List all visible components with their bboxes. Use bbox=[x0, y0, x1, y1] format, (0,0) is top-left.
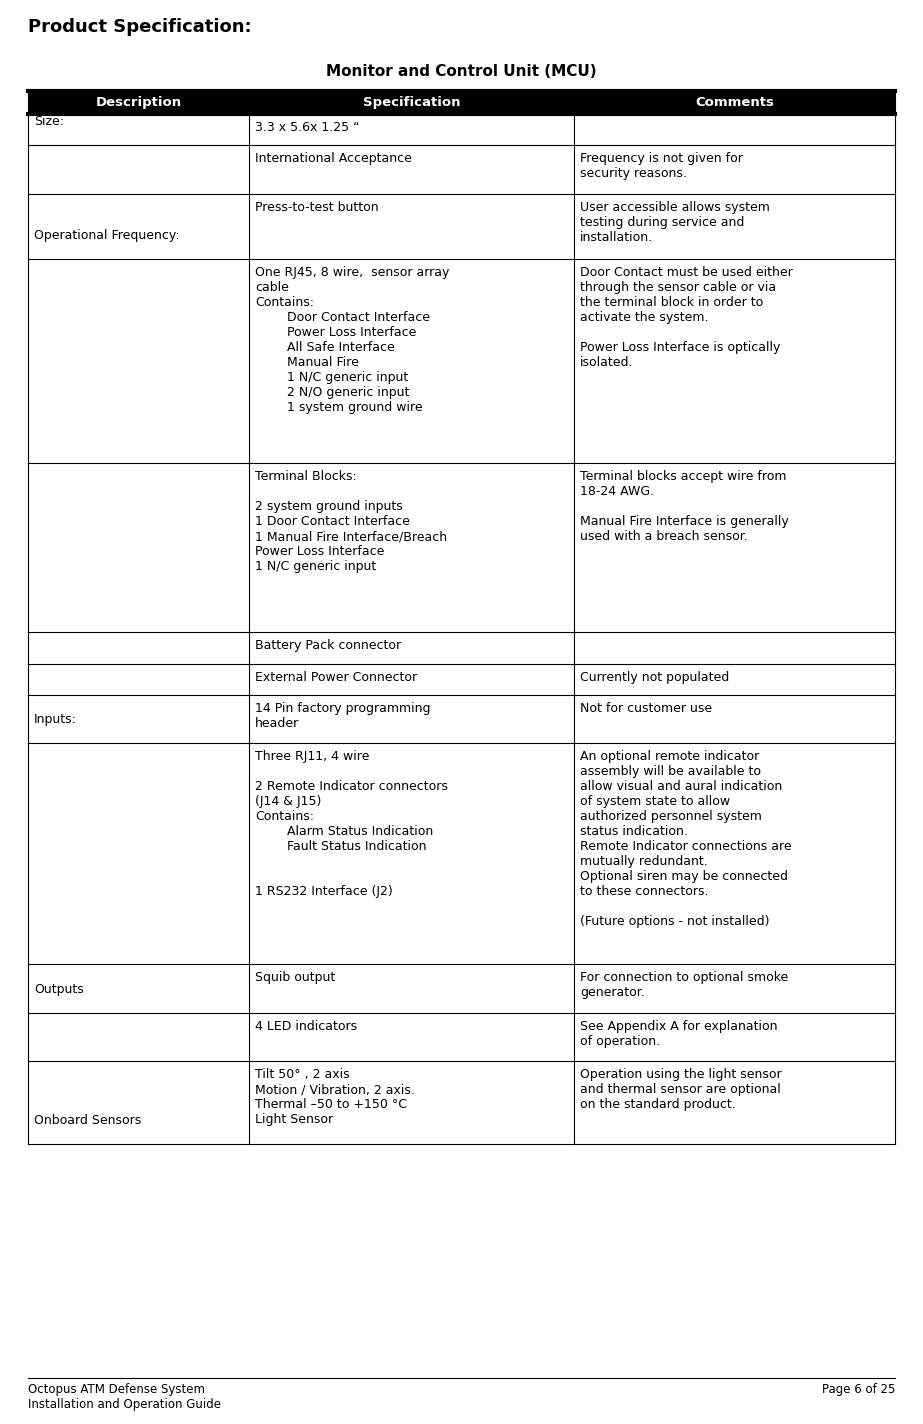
Text: International Acceptance: International Acceptance bbox=[255, 152, 412, 165]
Text: Comments: Comments bbox=[695, 95, 774, 110]
Text: Page 6 of 25: Page 6 of 25 bbox=[821, 1383, 895, 1396]
Text: Squib output: Squib output bbox=[255, 971, 335, 984]
Bar bbox=[28, 91, 895, 114]
Text: Operation using the light sensor
and thermal sensor are optional
on the standard: Operation using the light sensor and the… bbox=[581, 1068, 782, 1111]
Text: See Appendix A for explanation
of operation.: See Appendix A for explanation of operat… bbox=[581, 1020, 778, 1048]
Text: User accessible allows system
testing during service and
installation.: User accessible allows system testing du… bbox=[581, 201, 770, 244]
Text: Specification: Specification bbox=[363, 95, 461, 110]
Text: Door Contact must be used either
through the sensor cable or via
the terminal bl: Door Contact must be used either through… bbox=[581, 266, 793, 369]
Text: Onboard Sensors: Onboard Sensors bbox=[34, 1114, 141, 1126]
Text: Size:: Size: bbox=[34, 115, 64, 128]
Text: Monitor and Control Unit (MCU): Monitor and Control Unit (MCU) bbox=[326, 64, 597, 80]
Text: Product Specification:: Product Specification: bbox=[28, 19, 252, 36]
Text: 4 LED indicators: 4 LED indicators bbox=[255, 1020, 357, 1032]
Text: Frequency is not given for
security reasons.: Frequency is not given for security reas… bbox=[581, 152, 743, 179]
Text: Inputs:: Inputs: bbox=[34, 713, 77, 726]
Text: Outputs: Outputs bbox=[34, 983, 84, 995]
Text: Currently not populated: Currently not populated bbox=[581, 671, 729, 684]
Text: Description: Description bbox=[95, 95, 182, 110]
Text: Operational Frequency:: Operational Frequency: bbox=[34, 229, 180, 242]
Text: Not for customer use: Not for customer use bbox=[581, 702, 713, 715]
Text: Terminal Blocks:

2 system ground inputs
1 Door Contact Interface
1 Manual Fire : Terminal Blocks: 2 system ground inputs … bbox=[255, 470, 448, 604]
Text: 3.3 x 5.6x 1.25 “: 3.3 x 5.6x 1.25 “ bbox=[255, 121, 360, 134]
Text: 14 Pin factory programming
header: 14 Pin factory programming header bbox=[255, 702, 431, 731]
Text: Battery Pack connector: Battery Pack connector bbox=[255, 639, 402, 652]
Text: Octopus ATM Defense System
Installation and Operation Guide: Octopus ATM Defense System Installation … bbox=[28, 1383, 221, 1411]
Text: For connection to optional smoke
generator.: For connection to optional smoke generat… bbox=[581, 971, 788, 1000]
Text: Three RJ11, 4 wire

2 Remote Indicator connectors
(J14 & J15)
Contains:
        : Three RJ11, 4 wire 2 Remote Indicator co… bbox=[255, 750, 448, 899]
Text: External Power Connector: External Power Connector bbox=[255, 671, 417, 684]
Text: Terminal blocks accept wire from
18-24 AWG.

Manual Fire Interface is generally
: Terminal blocks accept wire from 18-24 A… bbox=[581, 470, 789, 588]
Text: Press-to-test button: Press-to-test button bbox=[255, 201, 378, 214]
Text: Tilt 50° , 2 axis
Motion / Vibration, 2 axis.
Thermal –50 to +150 °C
Light Senso: Tilt 50° , 2 axis Motion / Vibration, 2 … bbox=[255, 1068, 415, 1126]
Text: One RJ45, 8 wire,  sensor array
cable
Contains:
        Door Contact Interface
 : One RJ45, 8 wire, sensor array cable Con… bbox=[255, 266, 450, 414]
Text: An optional remote indicator
assembly will be available to
allow visual and aura: An optional remote indicator assembly wi… bbox=[581, 750, 792, 928]
